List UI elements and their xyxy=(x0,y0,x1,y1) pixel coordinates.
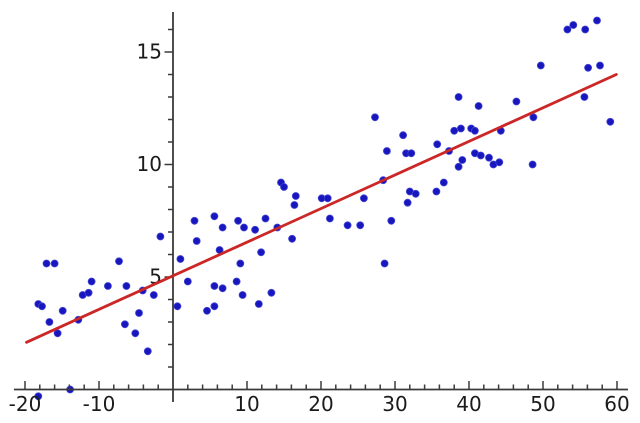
data-point xyxy=(290,201,299,209)
data-point xyxy=(371,113,379,122)
x-tick-label: -10 xyxy=(83,392,116,416)
data-point xyxy=(593,16,601,25)
data-point xyxy=(476,151,485,160)
data-point xyxy=(454,162,463,171)
data-point xyxy=(359,194,368,203)
data-point xyxy=(411,189,420,198)
data-point xyxy=(42,259,51,268)
data-point xyxy=(121,320,129,329)
data-point xyxy=(569,21,578,29)
data-point xyxy=(456,124,465,133)
x-tick-label: 30 xyxy=(382,392,407,416)
data-point xyxy=(122,282,131,290)
data-point xyxy=(240,223,248,232)
data-point xyxy=(156,232,165,241)
data-point xyxy=(433,140,442,149)
data-point xyxy=(210,282,219,290)
data-point xyxy=(288,234,297,243)
data-point xyxy=(485,153,493,162)
data-point xyxy=(183,277,192,286)
y-tick-label: 10 xyxy=(137,152,162,176)
data-point xyxy=(563,25,572,34)
data-point xyxy=(149,291,158,299)
data-point xyxy=(382,147,391,155)
data-point xyxy=(34,392,43,401)
data-point xyxy=(450,126,459,135)
data-point xyxy=(403,198,412,207)
data-point xyxy=(454,93,463,101)
data-point xyxy=(238,291,247,299)
data-point xyxy=(84,288,93,297)
data-point xyxy=(135,309,143,317)
data-point xyxy=(143,347,152,356)
data-point xyxy=(343,221,352,230)
data-point xyxy=(210,212,219,221)
data-point xyxy=(236,259,245,268)
data-point xyxy=(203,306,211,315)
data-point xyxy=(399,131,408,140)
x-tick-label: 40 xyxy=(456,392,481,416)
data-point xyxy=(104,282,112,290)
data-point xyxy=(190,216,199,225)
data-point xyxy=(280,183,288,191)
data-point xyxy=(192,237,201,245)
data-point xyxy=(45,318,54,326)
data-point xyxy=(210,302,219,311)
data-point xyxy=(458,156,467,164)
data-point xyxy=(234,216,243,225)
data-point xyxy=(584,63,592,72)
data-point xyxy=(261,214,270,223)
data-point xyxy=(254,300,263,308)
data-point xyxy=(218,223,227,232)
data-point xyxy=(596,61,604,70)
data-point xyxy=(38,302,46,311)
x-tick-label: 50 xyxy=(530,392,555,416)
data-point xyxy=(512,97,521,106)
data-point xyxy=(115,257,123,266)
data-point xyxy=(432,187,441,196)
data-point xyxy=(325,214,334,223)
data-point xyxy=(251,225,260,234)
data-point xyxy=(50,259,59,268)
data-point xyxy=(356,221,365,230)
data-point xyxy=(407,149,416,158)
data-point xyxy=(580,93,589,101)
data-point xyxy=(232,277,241,286)
data-point xyxy=(176,255,185,263)
data-point xyxy=(529,113,538,122)
y-tick-label: 15 xyxy=(137,40,162,64)
data-point xyxy=(380,259,389,268)
data-point xyxy=(173,302,182,311)
data-point xyxy=(267,288,276,297)
data-point xyxy=(439,178,448,187)
regression-line xyxy=(25,73,618,344)
data-point xyxy=(474,102,483,110)
data-point xyxy=(495,158,504,167)
data-point xyxy=(58,306,67,315)
x-tick-label: 20 xyxy=(308,392,333,416)
data-point xyxy=(536,61,545,70)
data-point xyxy=(470,126,479,135)
x-tick-label: 10 xyxy=(234,392,259,416)
data-point xyxy=(528,160,537,169)
data-point xyxy=(257,248,266,257)
data-point xyxy=(131,329,140,338)
data-point xyxy=(606,117,615,126)
data-point xyxy=(53,329,62,338)
x-tick-label: 60 xyxy=(604,392,629,416)
data-point xyxy=(87,277,96,286)
data-point xyxy=(323,194,332,203)
x-tick-label: -20 xyxy=(9,392,42,416)
data-point xyxy=(581,25,590,34)
data-point xyxy=(387,216,396,225)
data-point xyxy=(291,192,300,200)
data-point xyxy=(218,284,227,293)
